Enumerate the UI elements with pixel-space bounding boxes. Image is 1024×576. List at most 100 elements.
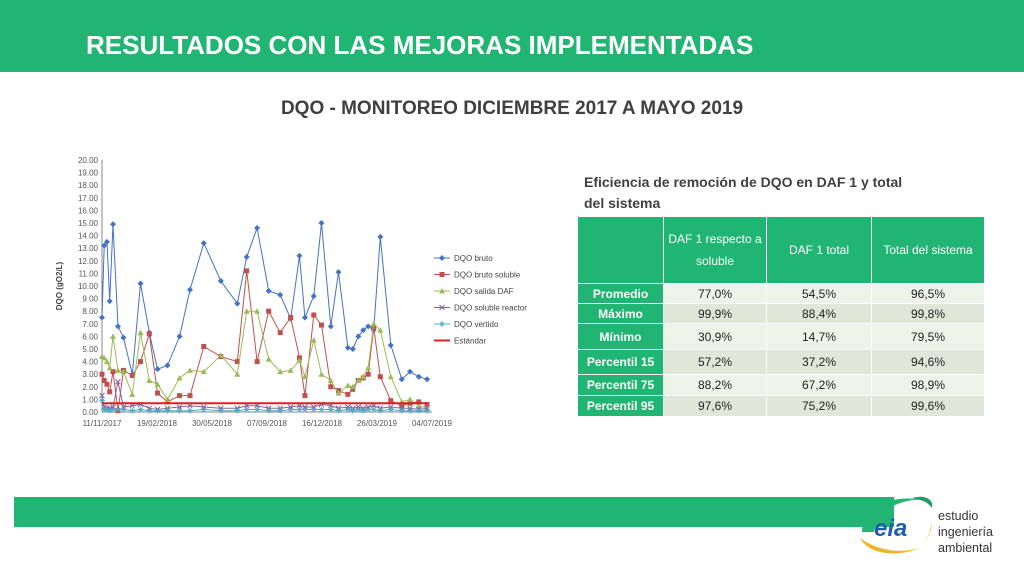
data-point (137, 329, 144, 336)
y-tick-label: 9.00 (82, 295, 98, 304)
data-point (243, 254, 250, 261)
data-point (287, 406, 294, 413)
cell-value: 88,2% (663, 374, 767, 396)
data-point (310, 293, 317, 300)
series-line (101, 222, 428, 381)
data-point (327, 323, 334, 330)
data-point (296, 406, 303, 413)
data-point (254, 359, 260, 365)
data-point (365, 323, 372, 330)
data-point (288, 315, 294, 320)
data-point (243, 308, 250, 314)
data-point (388, 398, 394, 404)
cell-value: 96,5% (871, 283, 985, 304)
data-point (99, 392, 105, 399)
data-point (365, 364, 372, 371)
data-point (439, 288, 445, 294)
data-point (114, 406, 121, 413)
legend-label: DQO salida DAF (454, 287, 514, 296)
data-point (296, 252, 303, 259)
y-tick-label: 16.00 (78, 206, 99, 215)
footer-bar (14, 497, 894, 527)
data-point (439, 304, 445, 311)
data-point (154, 407, 161, 414)
row-label: Máximo (577, 303, 664, 324)
data-point (110, 333, 116, 339)
data-point (377, 407, 384, 414)
legend-label: DQO soluble reactor (454, 304, 527, 313)
data-point (277, 368, 284, 375)
legend-label: DQO bruto soluble (454, 271, 521, 280)
cell-value: 54,5% (766, 283, 872, 304)
data-point (328, 384, 334, 390)
data-point (318, 406, 325, 413)
brand-line-1: estudio (938, 509, 979, 523)
row-label: Promedio (577, 283, 664, 304)
y-tick-label: 8.00 (82, 307, 98, 316)
data-point (129, 372, 135, 378)
cell-value: 99,9% (663, 303, 767, 324)
data-point (301, 314, 308, 321)
data-point (115, 378, 121, 385)
y-tick-label: 12.00 (78, 257, 99, 266)
data-point (350, 386, 356, 392)
cell-value: 77,0% (663, 283, 767, 304)
data-point (335, 269, 342, 276)
series-line (101, 381, 428, 411)
table-row: Máximo 99,9% 88,4% 99,8% (577, 303, 985, 324)
data-point (103, 406, 110, 413)
data-point (355, 377, 362, 383)
cell-value: 99,6% (871, 395, 985, 417)
data-point (254, 308, 261, 314)
data-point (266, 308, 272, 314)
data-point (335, 390, 342, 396)
data-point (360, 327, 367, 334)
data-point (154, 366, 161, 373)
data-point (355, 333, 362, 340)
data-point (187, 393, 193, 399)
data-point (318, 220, 325, 226)
row-label: Percentil 95 (577, 395, 664, 417)
data-point (310, 337, 317, 343)
cell-value: 94,6% (871, 349, 985, 375)
data-point (200, 240, 207, 247)
y-tick-label: 11.00 (79, 269, 99, 278)
data-point (296, 357, 303, 363)
data-point (129, 407, 136, 414)
data-point (106, 364, 113, 371)
y-tick-label: 19.00 (78, 169, 99, 178)
y-tick-label: 15.00 (78, 219, 99, 228)
data-point (200, 406, 207, 413)
data-point (164, 399, 170, 405)
y-tick-label: 5.00 (82, 345, 98, 354)
data-point (164, 396, 171, 402)
data-point (370, 406, 377, 413)
row-label: Percentil 15 (577, 349, 664, 375)
efficiency-table: DAF 1 respecto a soluble DAF 1 total Tot… (577, 216, 985, 417)
data-point (120, 406, 127, 413)
data-point (101, 378, 107, 383)
row-label: Mínimo (577, 323, 664, 350)
data-point (101, 242, 108, 249)
data-point (265, 288, 272, 295)
data-point (101, 354, 108, 361)
data-point (99, 397, 105, 404)
data-point (415, 373, 422, 380)
data-point (407, 396, 413, 402)
data-point (377, 374, 383, 380)
data-point (106, 407, 113, 414)
data-point (365, 406, 372, 413)
data-point (187, 407, 193, 414)
data-point (398, 376, 405, 383)
brand-text: estudio ingeniería ambiental (938, 508, 993, 556)
y-tick-label: 14.00 (78, 232, 99, 241)
data-point (110, 406, 116, 413)
y-tick-label: 7.00 (82, 320, 98, 329)
x-tick-label: 19/02/2018 (137, 419, 178, 428)
legend-label: Estándar (454, 337, 486, 346)
x-tick-label: 30/05/2018 (192, 419, 233, 428)
data-point (344, 344, 351, 351)
y-tick-label: 1.00 (82, 395, 98, 404)
x-tick-label: 11/11/2017 (83, 419, 122, 428)
y-tick-label: 10.00 (78, 282, 99, 291)
